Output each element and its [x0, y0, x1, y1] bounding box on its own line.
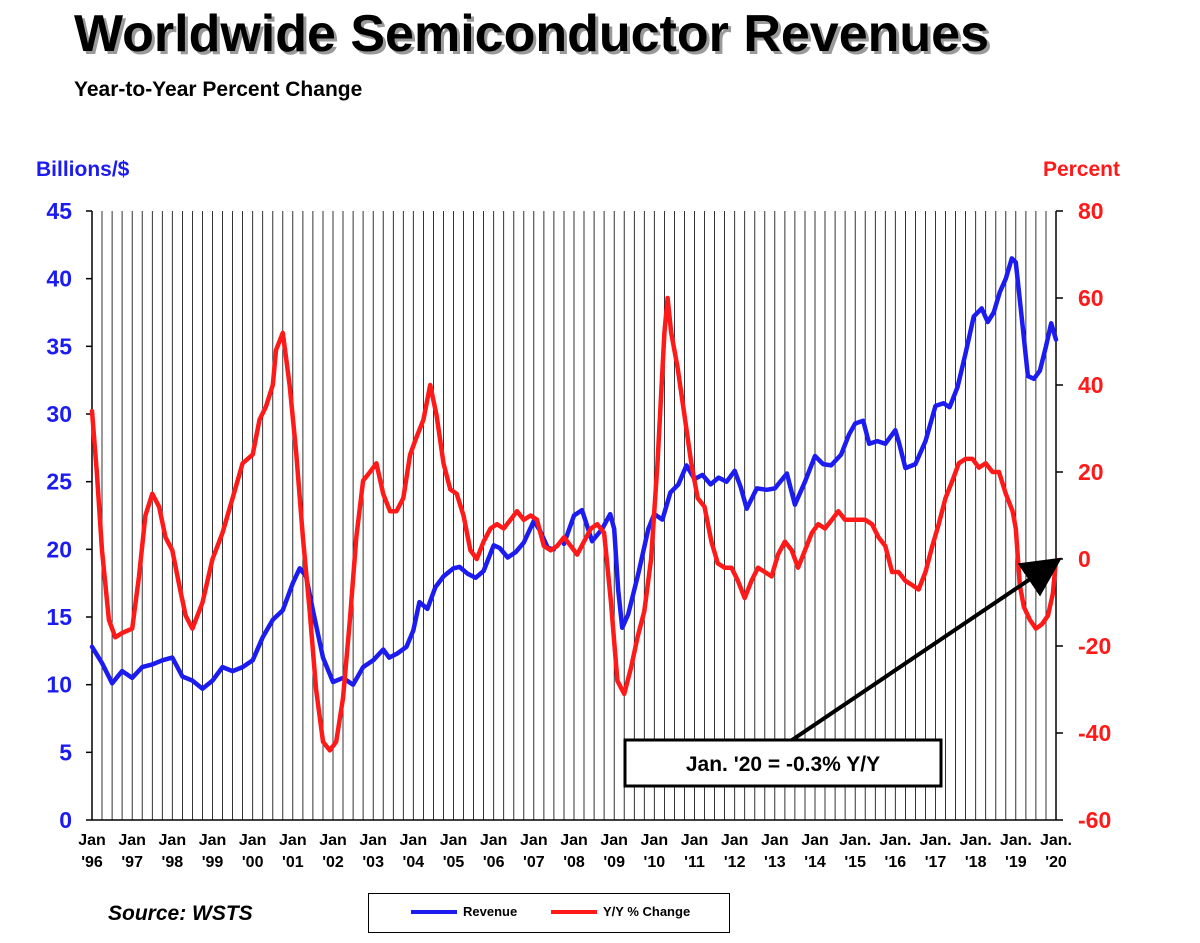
x-axis-tick-label-month: Jan: [199, 832, 227, 849]
legend-label-yoy: Y/Y % Change: [603, 904, 691, 919]
left-axis-tick-label: 15: [46, 604, 72, 630]
right-axis-tick-label: 80: [1078, 198, 1104, 224]
x-axis-tick-label-month: Jan: [480, 832, 508, 849]
x-axis-tick-label-month: Jan: [721, 832, 749, 849]
x-axis-tick-label-year: '98: [162, 854, 184, 871]
left-axis-tick-label: 20: [46, 536, 72, 562]
x-axis-tick-label-month: Jan: [641, 832, 669, 849]
left-axis-tick-label: 5: [59, 739, 72, 765]
legend-item-yoy: Y/Y % Change: [551, 904, 690, 919]
annotation-arrow: [790, 557, 1062, 742]
left-axis-tick-label: 45: [46, 198, 72, 224]
x-axis-tick-label-year: '18: [965, 854, 987, 871]
chart-subtitle: Year-to-Year Percent Change: [74, 78, 363, 101]
x-axis-tick-label-year: '02: [322, 854, 344, 871]
x-axis-tick-label-year: '07: [523, 854, 545, 871]
x-axis-tick-label-year: '10: [644, 854, 666, 871]
x-axis-tick-label-month: Jan.: [1040, 832, 1072, 849]
left-axis-tick-label: 35: [46, 333, 72, 359]
series-group: [89, 256, 1059, 753]
x-axis-tick-label-month: Jan.: [839, 832, 871, 849]
x-axis-tick-label-month: Jan: [801, 832, 829, 849]
annotation-group: Jan. '20 = -0.3% Y/Y: [623, 557, 1062, 788]
legend-swatch-yoy: [551, 909, 597, 914]
x-axis-tick-label-year: '16: [885, 854, 907, 871]
x-axis-tick-label-year: '14: [804, 854, 826, 871]
x-axis-tick-label-month: Jan: [400, 832, 428, 849]
x-axis-tick-label-month: Jan.: [919, 832, 951, 849]
right-axis-tick-label: 0: [1078, 546, 1091, 572]
x-axis-tick-label-month: Jan: [600, 832, 628, 849]
x-axis-tick-label-year: '11: [684, 854, 705, 871]
right-axis-title: Percent: [1042, 158, 1120, 181]
x-axis-tick-label-year: '05: [443, 854, 465, 871]
x-axis-tick-label-year: '97: [121, 854, 143, 871]
x-axis-tick-label-year: '08: [563, 854, 585, 871]
x-axis-tick-label-year: '96: [81, 854, 103, 871]
x-axis-tick-label-month: Jan: [279, 832, 307, 849]
x-axis-tick-label-month: Jan: [239, 832, 267, 849]
axes: 0 5 10 15 20 25 30 35 40 45 -60 -40 -20 0 20 40 60 80 Jan '…: [46, 198, 1111, 871]
right-axis-tick-label: 40: [1078, 372, 1104, 398]
x-axis-tick-label-month: Jan.: [1000, 832, 1032, 849]
x-axis-tick-label-year: '15: [844, 854, 866, 871]
source-note: Source: WSTS: [108, 902, 253, 925]
right-axis-tick-label: -40: [1078, 720, 1111, 746]
x-axis-tick-label-year: '17: [925, 854, 947, 871]
x-axis-tick-label-month: Jan.: [960, 832, 992, 849]
x-axis-tick-label-month: Jan: [319, 832, 347, 849]
x-axis-tick-label-month: Jan: [118, 832, 146, 849]
x-axis-tick-label-month: Jan: [681, 832, 709, 849]
x-axis-tick-label-year: '00: [242, 854, 264, 871]
left-axis-tick-label: 25: [46, 469, 72, 495]
right-axis-tick-label: -60: [1078, 807, 1111, 833]
x-axis-tick-label-year: '03: [362, 854, 384, 871]
left-axis-tick-label: 30: [46, 401, 72, 427]
chart-title: Worldwide Semiconductor Revenues: [74, 5, 990, 63]
right-axis-tick-label: 60: [1078, 285, 1104, 311]
x-axis-tick-label-month: Jan: [520, 832, 548, 849]
x-axis-tick-label-year: '04: [403, 854, 425, 871]
left-axis-tick-label: 10: [46, 672, 72, 698]
x-axis-tick-label-year: '19: [1005, 854, 1027, 871]
series-line-revenue-2: [561, 256, 1059, 631]
x-axis-tick-label-year: '01: [282, 854, 304, 871]
x-axis-tick-label-year: '06: [483, 854, 505, 871]
left-axis-tick-label: 0: [59, 807, 72, 833]
series-line-yoy: [89, 295, 1059, 753]
legend-swatch-revenue: [411, 909, 457, 914]
legend: Revenue Y/Y % Change: [368, 893, 730, 933]
x-axis-tick-label-month: Jan: [761, 832, 789, 849]
legend-label-revenue: Revenue: [463, 904, 518, 919]
x-axis-tick-label-year: '09: [603, 854, 625, 871]
x-axis-tick-label-month: Jan: [440, 832, 468, 849]
right-axis-tick-label: 20: [1078, 459, 1104, 485]
grid-lines: [91, 211, 1057, 820]
annotation-box: [623, 738, 943, 788]
x-axis-tick-label-month: Jan: [560, 832, 588, 849]
x-axis-tick-label-month: Jan: [78, 832, 106, 849]
x-axis-tick-label-year: '99: [202, 854, 224, 871]
right-axis-tick-label: -20: [1078, 633, 1111, 659]
legend-item-revenue: Revenue: [411, 904, 517, 919]
x-axis-tick-label-year: '12: [724, 854, 746, 871]
annotation-text: Jan. '20 = -0.3% Y/Y: [686, 753, 880, 776]
left-axis-title: Billions/$: [36, 158, 130, 181]
x-axis-tick-label-year: '20: [1045, 854, 1067, 871]
x-axis-tick-label-month: Jan.: [879, 832, 911, 849]
left-axis-tick-label: 40: [46, 266, 72, 292]
x-axis-tick-label-month: Jan: [159, 832, 187, 849]
x-axis-tick-label-year: '13: [764, 854, 786, 871]
x-axis-tick-label-month: Jan: [359, 832, 387, 849]
